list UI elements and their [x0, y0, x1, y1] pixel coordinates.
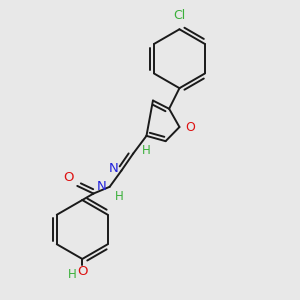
Text: H: H [115, 190, 124, 203]
Text: Cl: Cl [173, 9, 186, 22]
Text: O: O [77, 266, 88, 278]
Text: O: O [63, 171, 74, 184]
Text: O: O [185, 121, 195, 134]
Text: N: N [97, 180, 107, 193]
Text: H: H [68, 268, 77, 281]
Text: N: N [109, 162, 118, 175]
Text: H: H [142, 144, 150, 157]
